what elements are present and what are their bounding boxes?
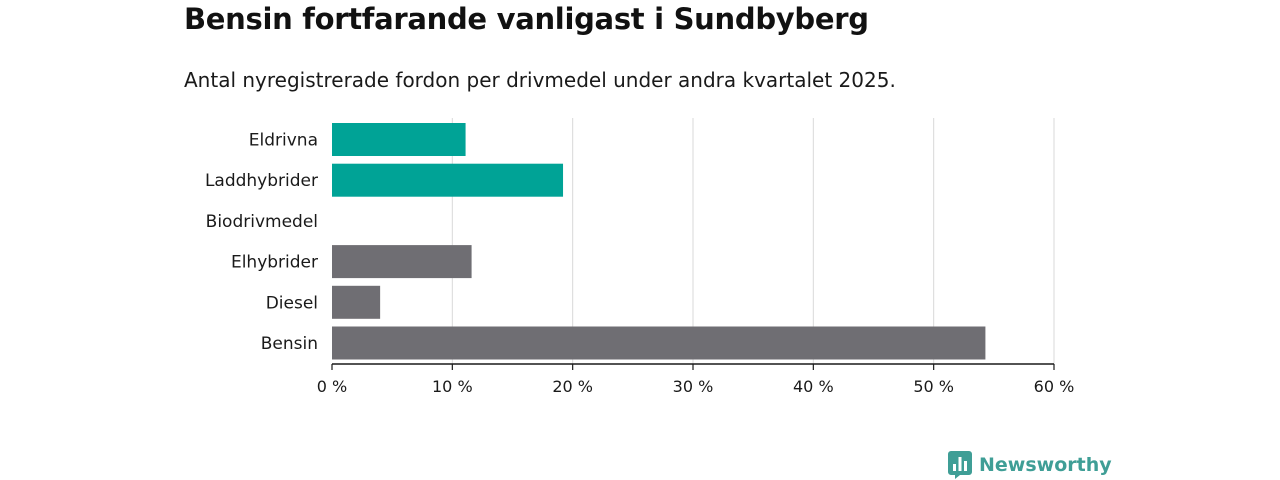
category-labels: Eldrivna Laddhybrider Biodrivmedel Elhybrid… bbox=[205, 131, 318, 355]
x-tick-label: 0 % bbox=[317, 377, 347, 396]
bar-bensin bbox=[332, 326, 986, 360]
category-label: Bensin bbox=[261, 334, 318, 354]
x-tick-label: 50 % bbox=[913, 377, 954, 396]
gridlines bbox=[451, 118, 1055, 364]
bar-elhybrider bbox=[332, 245, 472, 279]
x-tick-label: 20 % bbox=[552, 377, 593, 396]
category-label: Laddhybrider bbox=[205, 171, 318, 191]
x-tick-label: 40 % bbox=[793, 377, 834, 396]
x-axis: 0 % 10 % 20 % 30 % 40 % 50 % 60 % bbox=[317, 363, 1075, 396]
bar-eldrivna bbox=[332, 123, 466, 156]
bar-laddhybrider bbox=[332, 163, 564, 197]
brand-name: Newsworthy bbox=[979, 454, 1112, 476]
category-label: Diesel bbox=[266, 293, 318, 313]
x-tick-label: 30 % bbox=[673, 377, 714, 396]
category-label: Biodrivmedel bbox=[206, 212, 318, 232]
bar-diesel bbox=[332, 285, 381, 319]
brand[interactable]: Newsworthy bbox=[948, 450, 1112, 480]
category-label: Eldrivna bbox=[249, 131, 318, 151]
bars bbox=[332, 123, 986, 360]
category-label: Elhybrider bbox=[231, 253, 318, 273]
chart-subtitle: Antal nyregistrerade fordon per drivmede… bbox=[184, 68, 896, 92]
chart-title: Bensin fortfarande vanligast i Sundbyber… bbox=[184, 2, 869, 36]
x-tick-label: 10 % bbox=[432, 377, 473, 396]
newsworthy-logo-icon bbox=[948, 451, 972, 479]
bar-chart: Eldrivna Laddhybrider Biodrivmedel Elhybrid… bbox=[205, 118, 1075, 396]
x-tick-label: 60 % bbox=[1034, 377, 1075, 396]
